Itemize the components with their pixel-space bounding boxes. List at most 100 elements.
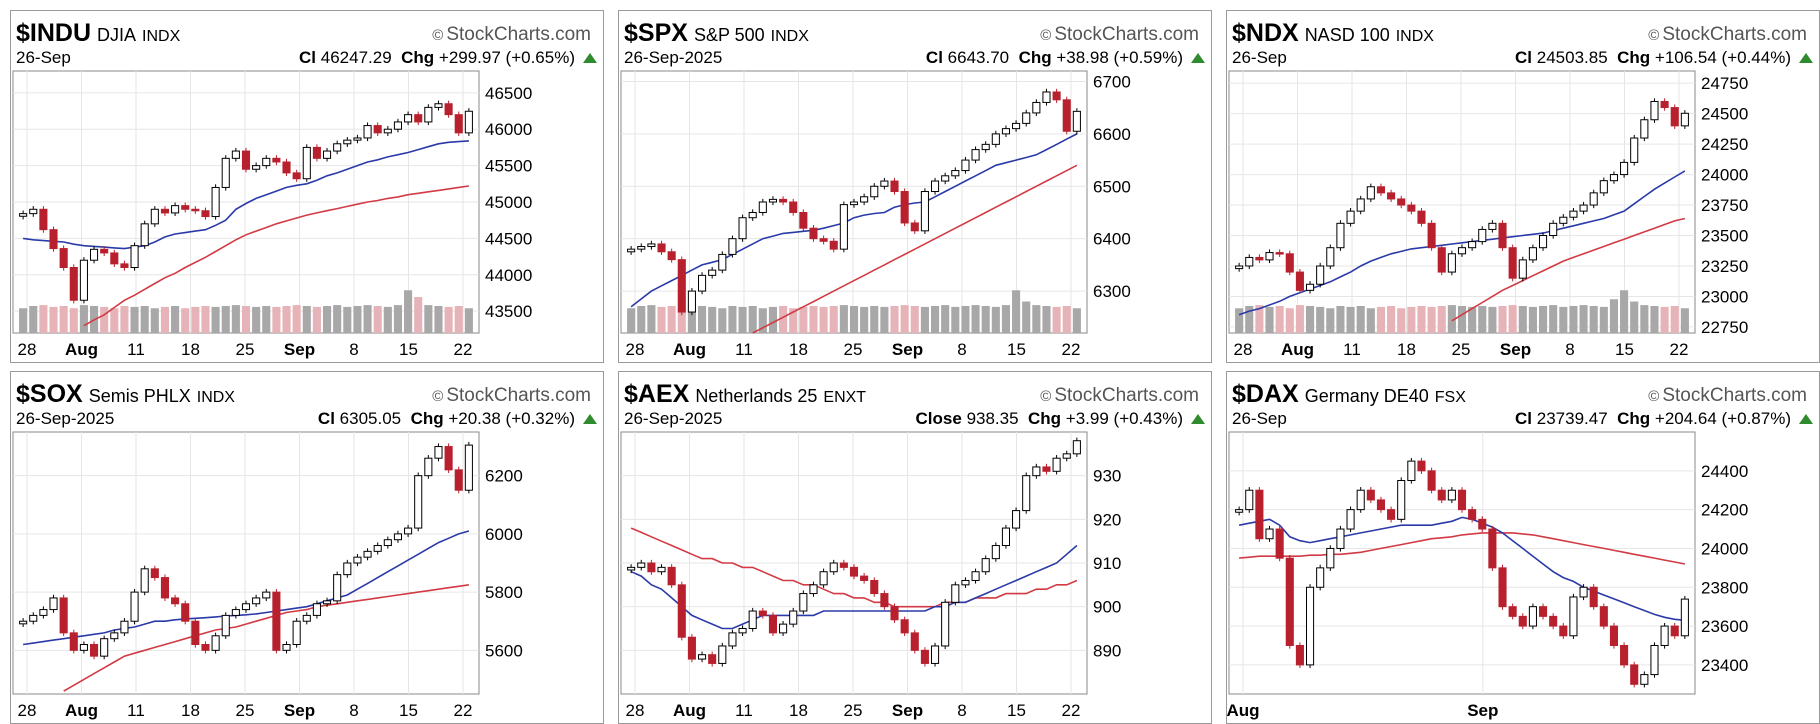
y-tick-label: 43500 <box>485 302 532 321</box>
volume-bar <box>789 308 798 333</box>
candle-body <box>201 644 210 651</box>
candle-body <box>880 180 889 187</box>
candle-body <box>1468 509 1477 520</box>
candle-body <box>302 614 311 622</box>
volume-bar <box>1366 308 1375 333</box>
candle-body <box>140 223 149 247</box>
brand-logo: © StockCharts.com <box>1040 385 1199 406</box>
volume-bar <box>1032 305 1041 333</box>
x-tick-label: 22 <box>454 701 473 720</box>
chart-panel-sox[interactable]: $SOX Semis PHLX INDX © StockCharts.com 26-S… <box>10 371 604 724</box>
price-chart: 6200 6000 5800 5600 28 Aug 11 18 25 Sep 8 15 22 <box>12 431 523 720</box>
chart-panel-aex[interactable]: $AEX Netherlands 25 ENXT © StockCharts.com … <box>618 371 1212 724</box>
candle-body <box>708 654 717 664</box>
candle-body <box>647 243 656 248</box>
quote-date: 26-Sep <box>1232 48 1287 67</box>
y-tick-label: 45500 <box>485 157 532 176</box>
volume-bar <box>272 306 281 333</box>
x-tick-label: 11 <box>735 340 753 359</box>
candle-body <box>667 566 676 586</box>
candle-body <box>1326 247 1335 267</box>
volume-bar <box>1417 306 1426 333</box>
candle-body <box>728 632 737 647</box>
candle-body <box>1518 615 1527 627</box>
exchange: INDX <box>196 389 235 406</box>
volume-bar <box>1660 306 1669 333</box>
candle-body <box>1680 598 1689 637</box>
volume-bar <box>1285 308 1294 333</box>
chart-panel-ndx[interactable]: $NDX NASD 100 INDX © StockCharts.com 26-Sep… <box>1226 10 1820 363</box>
volume-bar <box>1072 308 1081 333</box>
up-arrow-icon <box>583 53 597 63</box>
volume-bar <box>191 306 200 333</box>
chart-panel-indu[interactable]: $INDU DJIA INDX © StockCharts.com 26-Sep Cl… <box>10 10 604 363</box>
volume-bar <box>819 306 828 333</box>
candle-body <box>890 606 899 621</box>
x-tick-label: 25 <box>844 701 863 720</box>
y-tick-label: 22750 <box>1701 318 1748 337</box>
volume-bar <box>201 306 210 333</box>
moving-average-red <box>752 164 1078 334</box>
candle-body <box>1316 567 1325 588</box>
candle-body <box>110 252 119 265</box>
x-tick-label: 18 <box>181 701 200 720</box>
candle-body <box>343 139 352 145</box>
brand-logo: © StockCharts.com <box>1648 385 1807 406</box>
volume-bar <box>1376 306 1386 333</box>
volume-bar <box>100 306 109 333</box>
candle-body <box>910 632 919 651</box>
candle-body <box>1437 489 1446 501</box>
candle-body <box>444 446 453 471</box>
price-chart: 930 920 910 900 890 28 Aug 11 18 25 Sep 8 15 22 <box>620 431 1121 720</box>
volume-bar <box>758 308 767 333</box>
candle-body <box>860 196 869 203</box>
y-tick-label: 23400 <box>1701 656 1748 675</box>
candle-body <box>637 562 646 568</box>
y-tick-label: 910 <box>1093 554 1121 573</box>
y-tick-label: 6400 <box>1093 230 1131 249</box>
volume-bar <box>839 305 848 333</box>
candle-body <box>768 614 778 634</box>
volume-bar <box>130 306 139 333</box>
volume-bar <box>1235 308 1244 333</box>
brand-logo: © StockCharts.com <box>1040 24 1199 45</box>
candle-body <box>1366 186 1375 200</box>
candle-body <box>1680 112 1689 127</box>
candle-body <box>1427 470 1436 491</box>
candle-body <box>262 157 271 167</box>
x-tick-label: 8 <box>957 340 966 359</box>
volume-bar <box>697 306 707 333</box>
candle-body <box>1650 100 1659 121</box>
chart-panel-dax[interactable]: $DAX Germany DE40 FSX © StockCharts.com 26-… <box>1226 371 1820 724</box>
x-tick-label: 8 <box>957 701 966 720</box>
y-tick-label: 6300 <box>1093 282 1131 301</box>
x-tick-label: Aug <box>673 340 706 359</box>
candle-body <box>1387 509 1396 520</box>
candle-body <box>1336 528 1345 549</box>
y-tick-label: 5800 <box>485 583 523 602</box>
exchange: INDX <box>142 28 181 45</box>
volume-bar <box>1387 306 1396 333</box>
chart-panel-spx[interactable]: $SPX S&P 500 INDX © StockCharts.com 26-Sep-… <box>618 10 1212 363</box>
candle-body <box>677 584 686 638</box>
y-tick-label: 6600 <box>1093 125 1131 144</box>
volume-bar <box>1427 306 1436 333</box>
candle-body <box>120 620 129 634</box>
candle-body <box>1589 192 1598 206</box>
candle-body <box>849 201 859 206</box>
candle-body <box>1397 198 1406 206</box>
candle-body <box>29 208 38 215</box>
x-tick-label: 18 <box>1397 340 1416 359</box>
candle-body <box>292 172 301 180</box>
candle-body <box>1305 586 1315 666</box>
up-arrow-icon <box>1799 53 1813 63</box>
copyright-icon: © <box>432 388 444 405</box>
candle-body <box>171 597 180 605</box>
volume-bar <box>1022 301 1031 333</box>
candle-body <box>1032 101 1041 114</box>
candle-body <box>1012 510 1021 529</box>
candle-body <box>1549 615 1558 627</box>
candle-body <box>414 475 423 529</box>
volume-bar <box>951 306 960 333</box>
volume-bar <box>1508 305 1517 333</box>
